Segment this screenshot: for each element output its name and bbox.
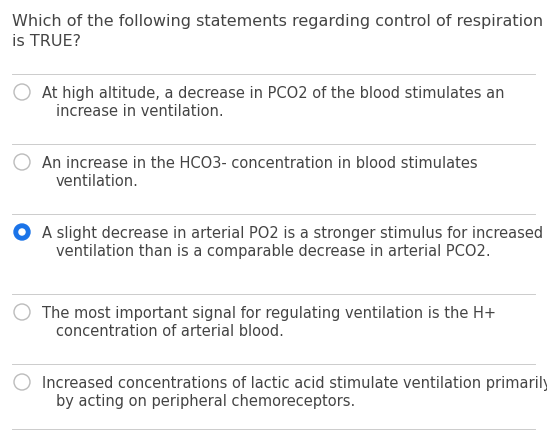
Text: The most important signal for regulating ventilation is the H+: The most important signal for regulating… xyxy=(42,305,496,320)
Text: by acting on peripheral chemoreceptors.: by acting on peripheral chemoreceptors. xyxy=(56,393,355,408)
Text: Increased concentrations of lactic acid stimulate ventilation primarily: Increased concentrations of lactic acid … xyxy=(42,375,547,390)
Text: increase in ventilation.: increase in ventilation. xyxy=(56,104,224,119)
Circle shape xyxy=(19,230,25,236)
Circle shape xyxy=(14,304,30,320)
Text: concentration of arterial blood.: concentration of arterial blood. xyxy=(56,323,284,338)
Text: A slight decrease in arterial PO2 is a stronger stimulus for increased: A slight decrease in arterial PO2 is a s… xyxy=(42,226,543,240)
Circle shape xyxy=(14,85,30,101)
Text: ventilation.: ventilation. xyxy=(56,174,139,188)
Text: An increase in the HCO3- concentration in blood stimulates: An increase in the HCO3- concentration i… xyxy=(42,156,478,171)
Circle shape xyxy=(14,155,30,171)
Circle shape xyxy=(14,374,30,390)
Text: ventilation than is a comparable decrease in arterial PCO2.: ventilation than is a comparable decreas… xyxy=(56,243,491,258)
Text: Which of the following statements regarding control of respiration: Which of the following statements regard… xyxy=(12,14,543,29)
Text: At high altitude, a decrease in PCO2 of the blood stimulates an: At high altitude, a decrease in PCO2 of … xyxy=(42,86,504,101)
Circle shape xyxy=(14,224,30,240)
Text: is TRUE?: is TRUE? xyxy=(12,34,81,49)
